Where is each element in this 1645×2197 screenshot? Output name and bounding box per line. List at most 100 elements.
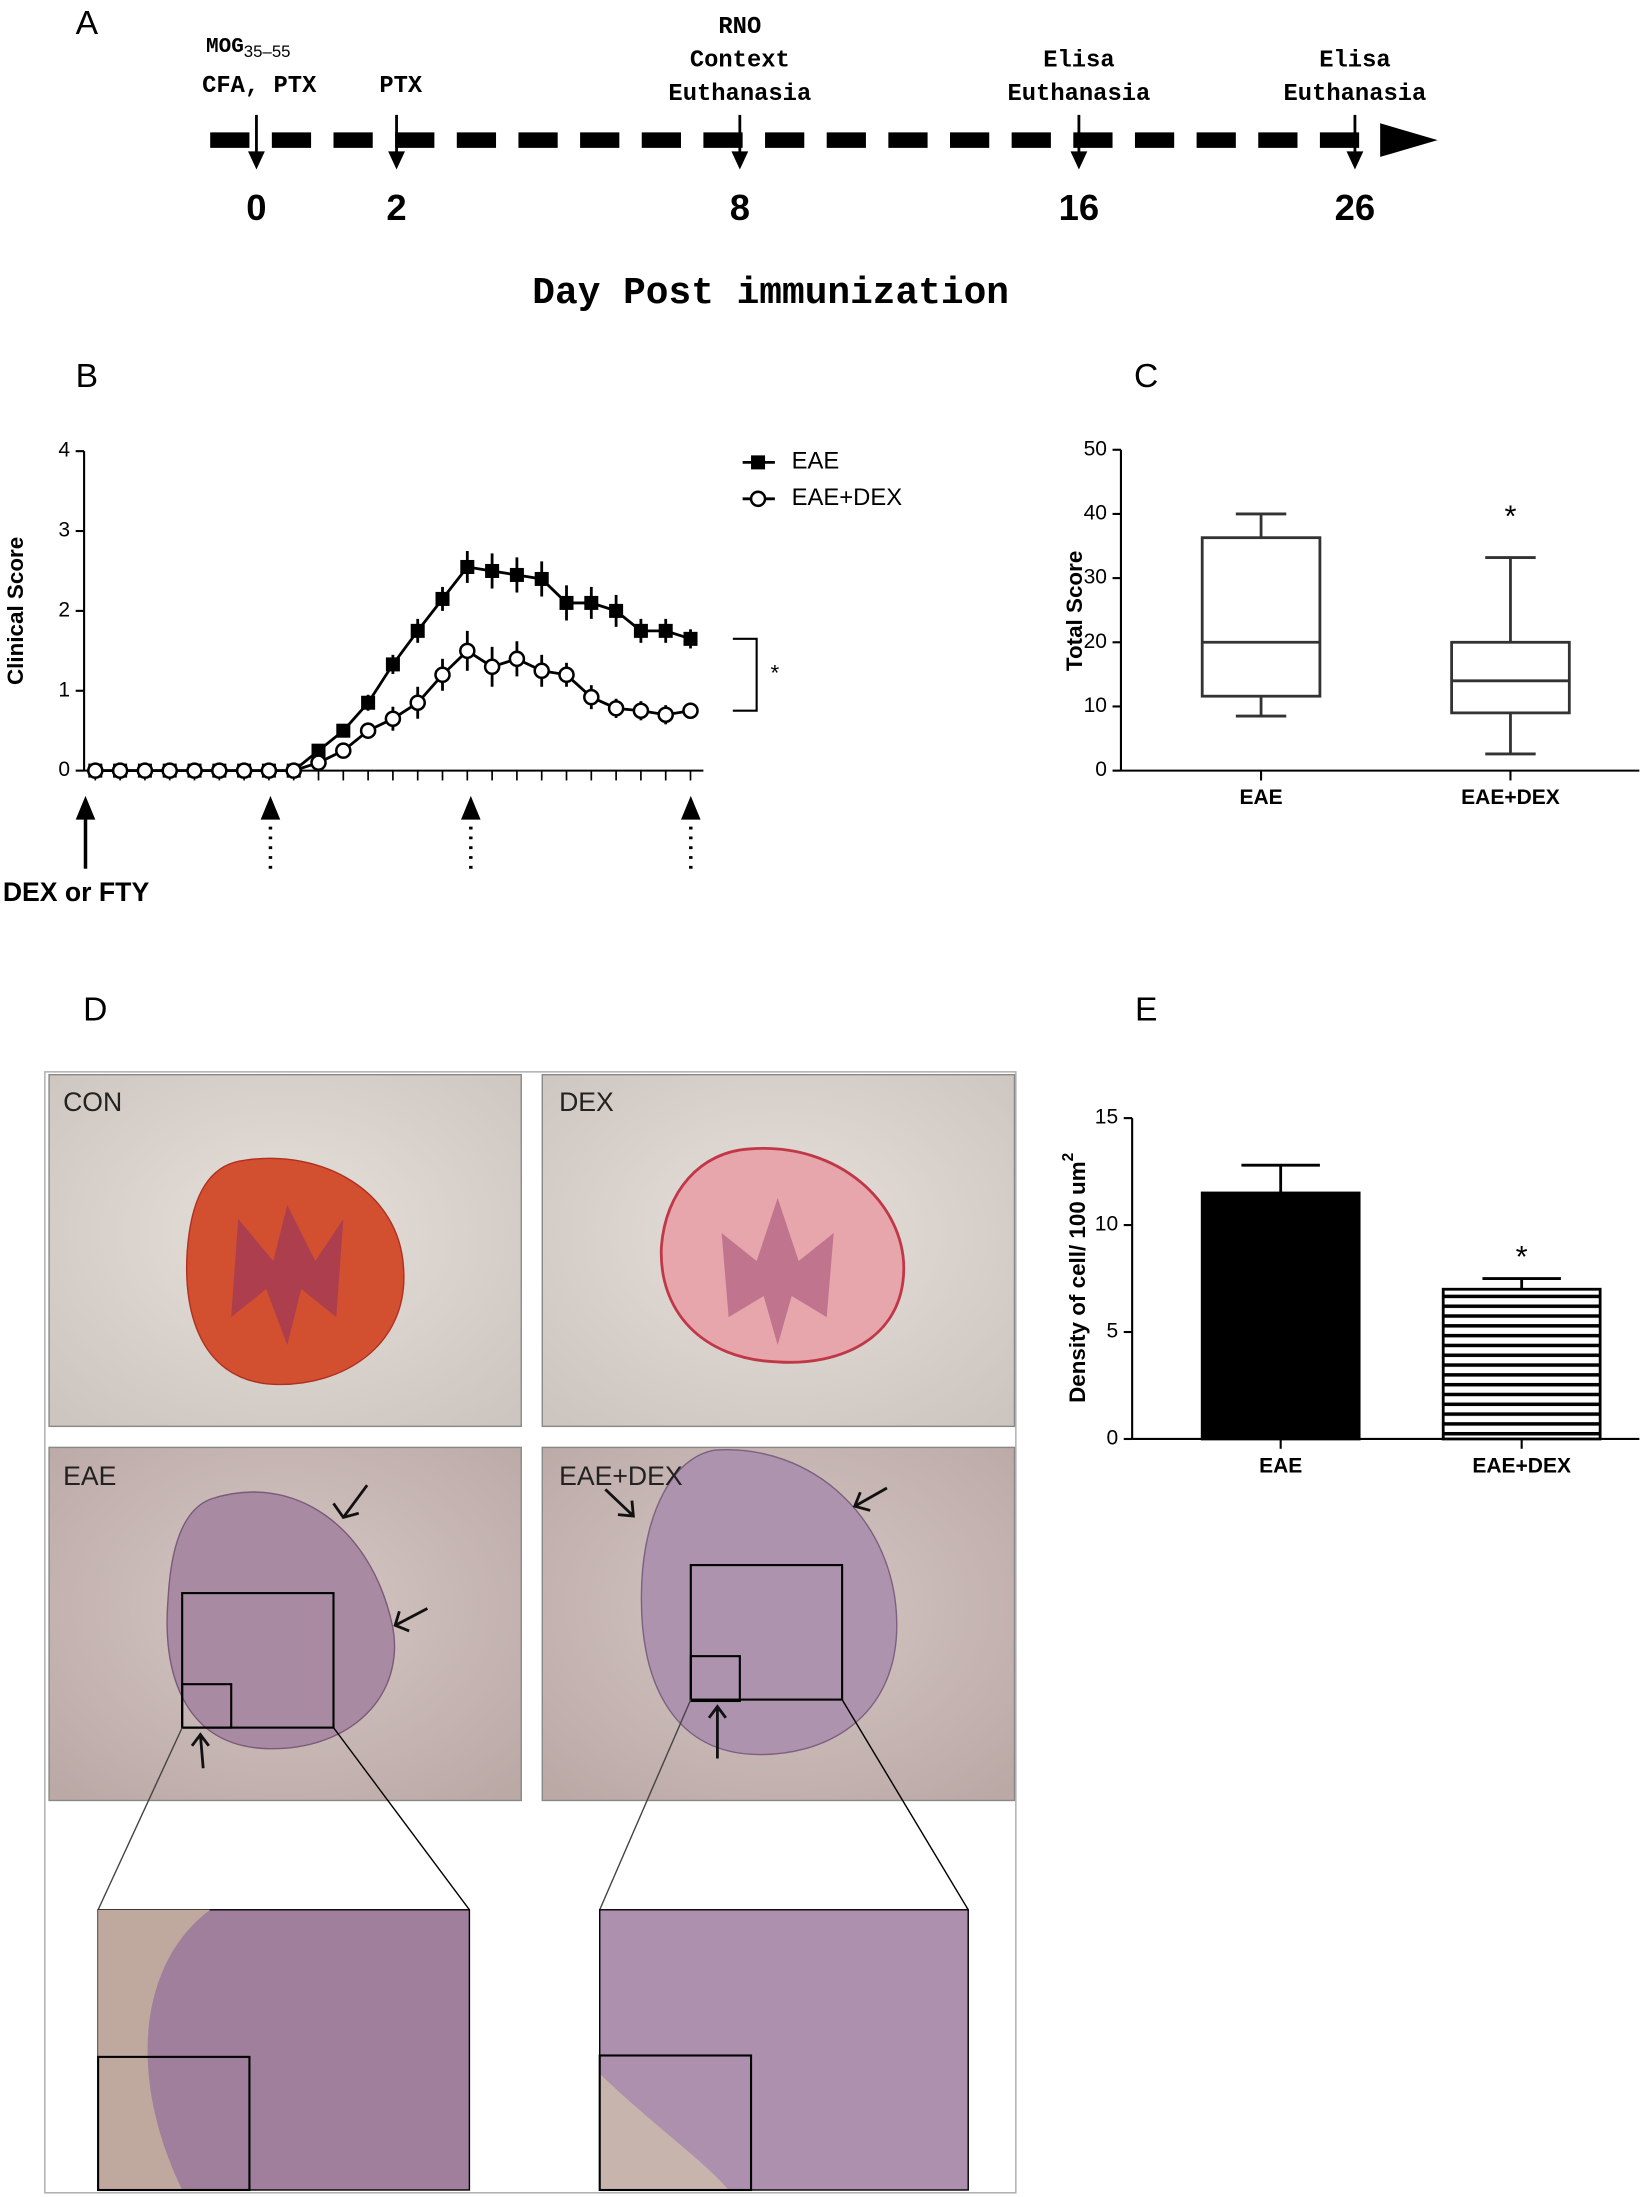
y-tick-label: 2 (58, 598, 70, 621)
y-axis-title: Clinical Score (3, 537, 28, 685)
y-tick-label: 10 (1095, 1213, 1118, 1236)
image-label: EAE (63, 1461, 116, 1491)
marker (434, 666, 451, 684)
event-arrowhead (388, 151, 405, 170)
day-label: 26 (1335, 187, 1375, 228)
marker (161, 762, 178, 779)
marker (435, 591, 450, 606)
bar (1200, 1191, 1361, 1441)
significance: * (770, 661, 779, 686)
zoom-line (841, 1699, 969, 1911)
zoom-line (599, 1699, 692, 1911)
marker (260, 762, 278, 779)
y-tick-label: 40 (1084, 501, 1107, 524)
marker (285, 762, 302, 779)
marker (186, 762, 203, 779)
mog-sub: 35–55 (244, 43, 291, 62)
event-label: RNO (718, 14, 761, 41)
background (98, 1909, 211, 2190)
event-label: Euthanasia (668, 81, 811, 108)
panel-label: D (83, 992, 107, 1029)
legend-marker (751, 455, 766, 470)
marker (485, 563, 500, 578)
mog-text: MOG (206, 36, 244, 59)
marker (460, 559, 475, 574)
y-tick-label: 0 (58, 758, 70, 781)
legend-label: EAE+DEX (792, 484, 903, 511)
marker (211, 762, 228, 779)
marker (235, 762, 253, 779)
day-label: 0 (246, 187, 266, 228)
marker (361, 695, 376, 710)
marker (609, 603, 624, 618)
marker (410, 623, 425, 638)
y-axis-title-text: Density of cell/ 100 um (1065, 1161, 1090, 1403)
y-tick-label: 4 (58, 439, 70, 462)
image-label: EAE+DEX (559, 1461, 683, 1491)
y-tick-label: 15 (1095, 1106, 1118, 1129)
event-label: Elisa (1043, 48, 1114, 75)
event-label: CFA, PTX (202, 73, 317, 100)
event-label: Euthanasia (1284, 81, 1427, 108)
event-label: Euthanasia (1008, 81, 1151, 108)
event-arrowhead (1346, 151, 1364, 170)
marker (459, 642, 476, 660)
marker (509, 567, 524, 582)
box (1200, 536, 1322, 698)
marker (385, 657, 400, 672)
marker (682, 702, 699, 719)
y-axis-title: Density of cell/ 100 um2 (1060, 1153, 1090, 1403)
y-tick-label: 30 (1084, 566, 1107, 589)
y-tick-label: 3 (58, 519, 70, 542)
significance-bracket (732, 637, 758, 712)
marker (136, 762, 154, 779)
event-label: Elisa (1319, 48, 1390, 75)
y-axis-title: Total Score (1062, 551, 1087, 671)
arrows (190, 1484, 888, 1769)
marker (583, 688, 600, 706)
treatment-label: DEX or FTY (3, 877, 150, 907)
grey-matter (231, 1204, 344, 1346)
event-arrowhead (1070, 151, 1088, 170)
timeline-title: Day Post immunization (532, 273, 1009, 315)
y-axis-title-sup: 2 (1060, 1153, 1077, 1162)
zoom-line (97, 1727, 183, 1911)
y-tick-label: 50 (1084, 437, 1107, 460)
marker (336, 723, 351, 738)
marker (584, 595, 599, 610)
event-label: PTX (379, 73, 423, 100)
legend-marker (749, 490, 767, 508)
legend-label: EAE (792, 448, 840, 475)
panel-label: E (1135, 992, 1157, 1029)
marker (559, 595, 574, 610)
y-tick-label: 10 (1084, 694, 1107, 717)
marker (533, 662, 550, 680)
treatment-arrowhead (680, 795, 701, 820)
x-tick-label: EAE+DEX (1461, 786, 1560, 809)
event-label: Context (690, 48, 790, 75)
inset-box (689, 1655, 741, 1703)
y-tick-label: 0 (1095, 758, 1107, 781)
panel-label: A (76, 5, 99, 42)
inset-box (689, 1564, 844, 1701)
y-tick-label: 5 (1106, 1320, 1118, 1343)
significance: * (1516, 1239, 1528, 1274)
marker (657, 706, 674, 723)
marker (310, 754, 327, 771)
day-label: 2 (386, 187, 406, 228)
event-arrowhead (248, 151, 265, 170)
inset-box (181, 1592, 335, 1729)
timeline-head (1380, 123, 1438, 157)
x-tick-label: EAE (1239, 786, 1282, 809)
marker (111, 762, 129, 779)
marker (658, 623, 673, 638)
marker (359, 722, 377, 739)
marker (683, 631, 698, 646)
marker (335, 742, 352, 759)
inset-box (598, 2054, 753, 2192)
inset-box (97, 2055, 251, 2192)
marker (483, 658, 501, 676)
marker (508, 650, 526, 668)
image-label: DEX (559, 1087, 614, 1117)
